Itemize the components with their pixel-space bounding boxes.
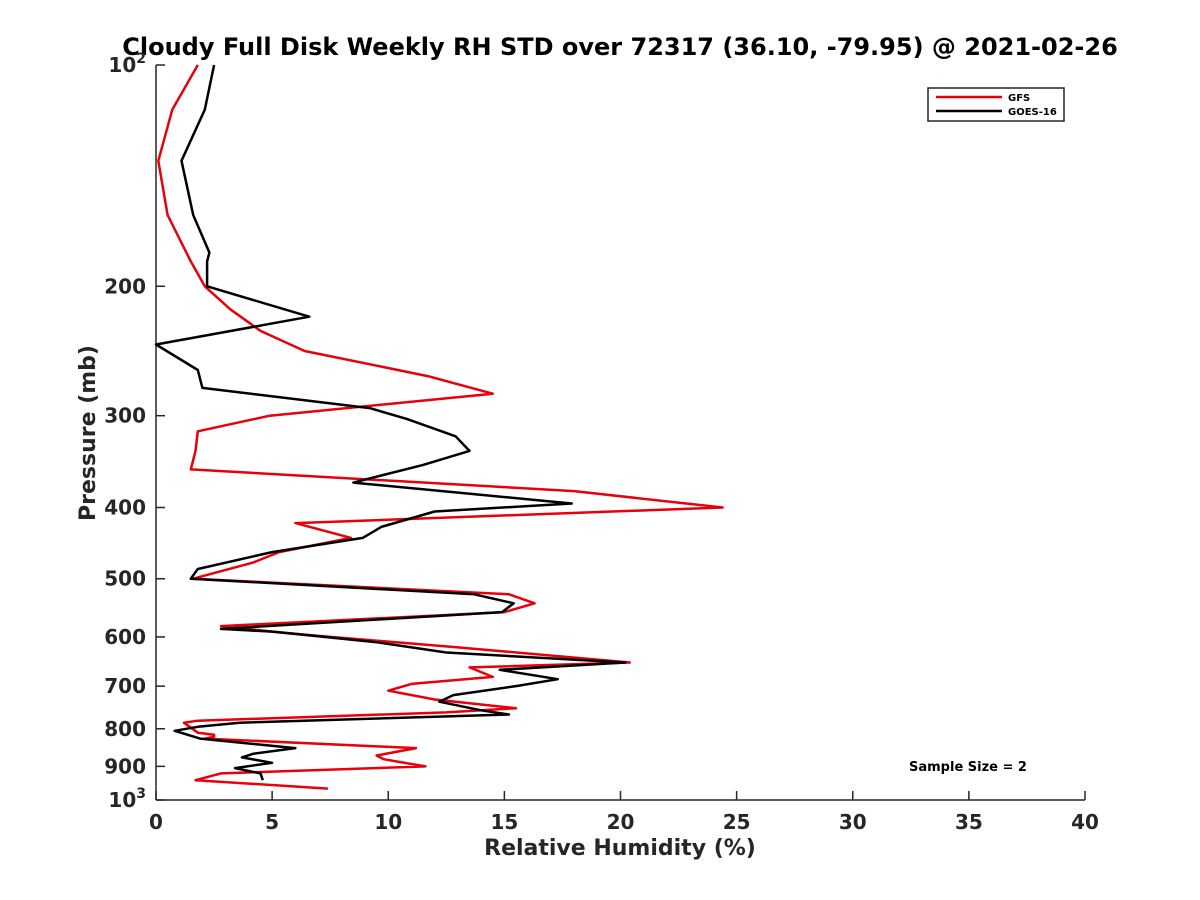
x-tick-label: 15 [490, 810, 518, 834]
series-layer [154, 64, 724, 790]
legend-label-gfs: GFS [1008, 93, 1030, 104]
y-tick-label: 200 [104, 274, 146, 298]
y-axis-label: Pressure (mb) [76, 345, 101, 521]
legend-label-goes-16: GOES-16 [1008, 107, 1057, 118]
y-tick-label: 500 [104, 567, 146, 591]
x-axis-label: Relative Humidity (%) [484, 836, 756, 861]
y-tick-label: 400 [104, 496, 146, 520]
x-tick-label: 40 [1071, 810, 1099, 834]
y-tick-label: 600 [104, 625, 146, 649]
series-line-gfs [157, 64, 724, 790]
y-tick-label: 900 [104, 754, 146, 778]
y-tick-label: 700 [104, 674, 146, 698]
x-tick-label: 30 [839, 810, 867, 834]
plot-axes: 0 5 10 15 20 25 30 35 40 102 200 300 400 500 600 700 800… [104, 51, 1099, 834]
y-tick-label: 103 [108, 786, 146, 812]
x-tick-label: 20 [607, 810, 635, 834]
series-line-goes-16 [154, 64, 627, 781]
y-tick-label: 300 [104, 404, 146, 428]
sample-size-annotation: Sample Size = 2 [909, 760, 1027, 775]
chart-title: Cloudy Full Disk Weekly RH STD over 7231… [122, 33, 1118, 61]
x-tick-label: 10 [374, 810, 402, 834]
legend: GFS GOES-16 [927, 87, 1065, 122]
x-tick-label: 25 [723, 810, 751, 834]
x-tick-label: 0 [149, 810, 163, 834]
y-tick-label: 102 [108, 51, 146, 77]
x-tick-label: 5 [265, 810, 279, 834]
legend-box [927, 87, 1065, 122]
y-tick-label: 800 [104, 717, 146, 741]
x-tick-label: 35 [955, 810, 983, 834]
